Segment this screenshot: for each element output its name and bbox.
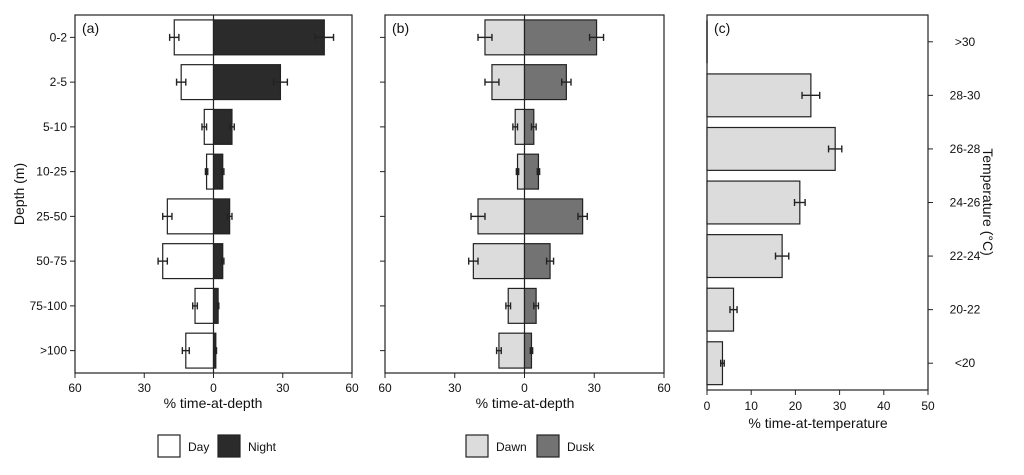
panel-a-y-tick-label: 25-50 [36, 209, 67, 223]
panel-c-x-tick-label: 30 [833, 399, 847, 413]
panel-c: (c) >30 28-30 26-28 24-26 22-24 20-22 <20 0 10 2… [704, 14, 996, 431]
panel-c-y-axis-title: Temperature (°C) [980, 148, 996, 256]
panel-b-x-ticks: 60 30 0 30 60 [378, 373, 671, 395]
legend-dawn-label: Dawn [496, 440, 527, 454]
panel-c-y-ticks: >30 28-30 26-28 24-26 22-24 20-22 <20 [928, 35, 981, 370]
panel-a-bar-day [173, 19, 215, 56]
legend-a: Day Night [157, 434, 277, 458]
panel-a-bar-night [212, 64, 282, 101]
legend-day-swatch [157, 434, 181, 458]
panel-b: (b) 60 30 0 30 60 % time-at-depth [378, 14, 671, 411]
panel-b-bar-dusk [523, 153, 540, 190]
panel-b-x-tick-label: 0 [521, 381, 528, 395]
legend-dusk-label: Dusk [567, 440, 595, 454]
panel-b-x-tick-label: 60 [657, 381, 671, 395]
panel-c-bar [706, 126, 836, 171]
panel-c-x-axis-title: % time-at-temperature [748, 415, 887, 431]
panel-a-x-tick-label: 30 [276, 381, 290, 395]
panel-c-x-tick-label: 50 [921, 399, 935, 413]
panel-a-y-tick-label: 10-25 [36, 165, 67, 179]
legend-dawn-swatch [465, 434, 489, 458]
panel-a-x-ticks: 60 30 0 30 60 [68, 373, 359, 395]
panel-b-bar-dusk [523, 198, 584, 235]
panel-c-x-tick-label: 40 [877, 399, 891, 413]
panel-c-x-tick-label: 10 [745, 399, 759, 413]
panel-c-y-tick-label: 20-22 [950, 303, 981, 317]
panel-c-y-tick-label: 22-24 [950, 249, 981, 263]
panel-c-y-tick-label: 24-26 [950, 196, 981, 210]
legend-day-label: Day [188, 440, 209, 454]
panel-b-bars [468, 15, 605, 373]
panel-a-bar-day [162, 243, 215, 280]
panel-c-y-tick-label: >30 [955, 35, 976, 49]
panel-b-bar-dusk [523, 64, 567, 101]
panel-a-y-tick-label: 75-100 [30, 299, 68, 313]
legend-night-swatch [217, 434, 241, 458]
panel-a-y-tick-label: 50-75 [36, 254, 67, 268]
panel-c-tag: (c) [714, 20, 730, 36]
panel-a-y-tick-label: 5-10 [43, 120, 67, 134]
panel-a-x-tick-label: 0 [210, 381, 217, 395]
panel-b-x-tick-label: 60 [378, 381, 392, 395]
panel-c-bar [706, 287, 735, 332]
panel-b-x-tick-label: 30 [448, 381, 462, 395]
panel-a-x-axis-title: % time-at-depth [164, 395, 263, 411]
panel-a-x-tick-label: 60 [68, 381, 82, 395]
panel-c-bar [706, 234, 783, 279]
panel-b-x-tick-label: 30 [588, 381, 602, 395]
panel-c-y-tick-label: 28-30 [950, 88, 981, 102]
legend-dusk-swatch [536, 434, 560, 458]
panel-b-bar-dawn [472, 243, 526, 280]
panel-a-y-tick-label: 0-2 [50, 30, 68, 44]
panel-c-x-ticks: 0 10 20 30 40 50 [704, 390, 935, 413]
panel-c-y-tick-label: <20 [955, 356, 976, 370]
panel-c-y-tick-label: 26-28 [950, 142, 981, 156]
panel-a-y-ticks: 0-2 2-5 5-10 10-25 25-50 50-75 75-100 >100 [30, 30, 75, 358]
panel-b-bar-dusk [523, 243, 551, 280]
panel-c-bar [706, 73, 812, 118]
panel-b-bar-dawn [498, 332, 526, 369]
panel-a-x-tick-label: 60 [345, 381, 359, 395]
panel-a: (a) 0-22-55-1010-2525-5050-7575-100>100 … [11, 14, 359, 411]
panel-a-y-tick-label: 2-5 [50, 75, 68, 89]
panel-b-tag: (b) [392, 20, 409, 36]
panel-a-bars [157, 15, 335, 373]
panel-a-x-tick-label: 30 [138, 381, 152, 395]
panel-a-y-tick-label: >100 [40, 344, 67, 358]
panel-b-x-axis-title: % time-at-depth [476, 395, 575, 411]
panel-a-y-axis-title: Depth (m) [11, 163, 27, 225]
panel-b-bar-dusk [523, 19, 598, 56]
legend-night-label: Night [248, 440, 277, 454]
panel-a-bar-night [212, 19, 325, 56]
panel-a-tag: (a) [82, 20, 99, 36]
panel-c-x-tick-label: 20 [789, 399, 803, 413]
panel-c-bar [706, 180, 801, 225]
panel-b-y-ticks [380, 36, 385, 352]
panel-c-bars [706, 20, 843, 386]
panel-c-x-tick-label: 0 [704, 399, 711, 413]
legend-b: Dawn Dusk [465, 434, 595, 458]
panel-a-bar-day [166, 198, 215, 235]
